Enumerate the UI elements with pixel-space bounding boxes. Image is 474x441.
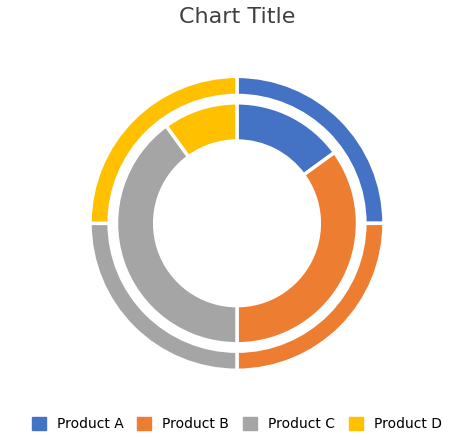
Title: Chart Title: Chart Title xyxy=(179,7,295,27)
Wedge shape xyxy=(90,76,237,223)
Legend: Product A, Product B, Product C, Product D: Product A, Product B, Product C, Product… xyxy=(26,412,448,437)
Wedge shape xyxy=(237,76,384,223)
Wedge shape xyxy=(237,223,384,370)
Wedge shape xyxy=(117,126,237,344)
Wedge shape xyxy=(166,103,237,157)
Wedge shape xyxy=(90,223,237,370)
Wedge shape xyxy=(237,103,335,175)
Wedge shape xyxy=(237,153,357,344)
